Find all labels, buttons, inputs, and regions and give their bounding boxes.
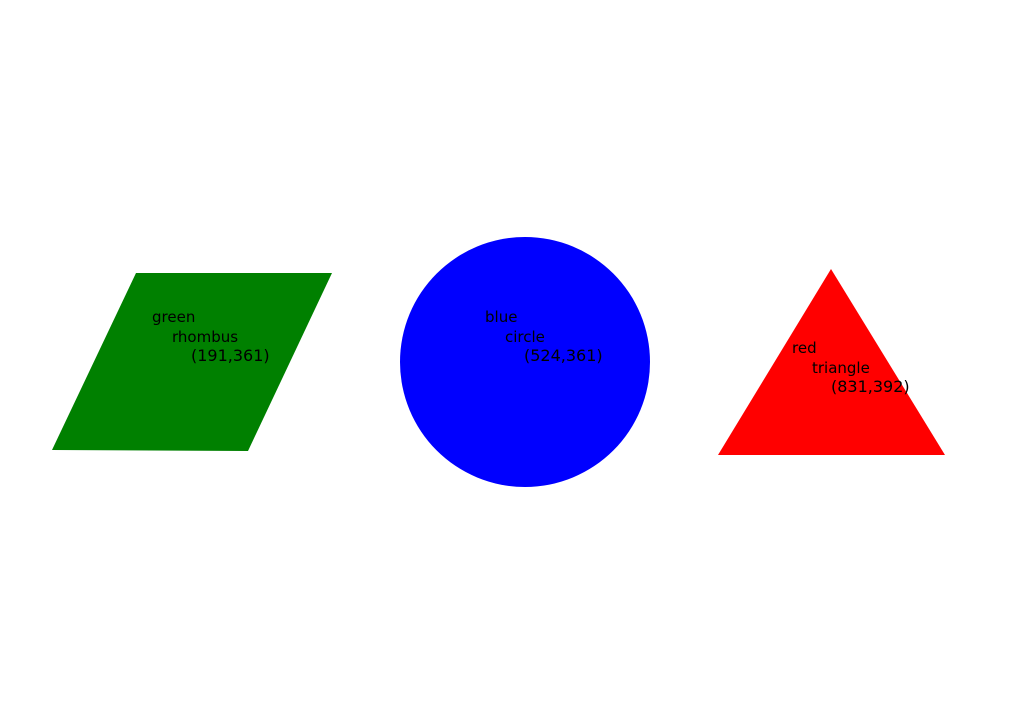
rhombus-group: green rhombus (191,361): [52, 273, 332, 451]
circle-group: blue circle (524,361): [400, 237, 650, 487]
blue-circle: [400, 237, 650, 487]
triangle-color-label: red: [792, 339, 817, 357]
rhombus-color-label: green: [152, 308, 195, 326]
rhombus-name-label: rhombus: [172, 328, 238, 346]
circle-coordinate-label: (524,361): [524, 346, 603, 365]
triangle-coordinate-label: (831,392): [831, 377, 910, 396]
red-triangle: [718, 269, 945, 455]
circle-color-label: blue: [485, 308, 517, 326]
rhombus-coordinate-label: (191,361): [191, 346, 270, 365]
triangle-group: red triangle (831,392): [718, 269, 945, 455]
circle-name-label: circle: [505, 328, 545, 346]
triangle-name-label: triangle: [812, 359, 870, 377]
green-rhombus: [52, 273, 332, 451]
